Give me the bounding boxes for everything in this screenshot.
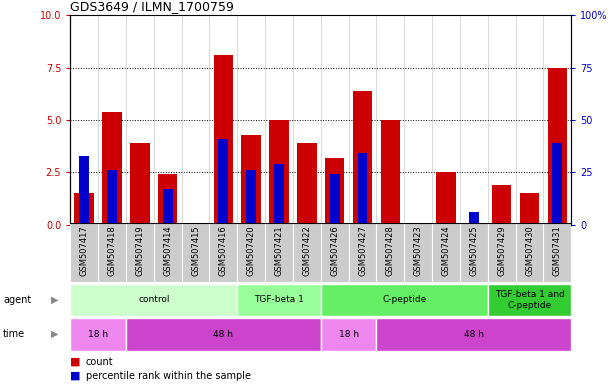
Bar	[321, 223, 349, 282]
Bar	[102, 112, 122, 225]
Text: GSM507423: GSM507423	[414, 226, 423, 276]
Text: ▶: ▶	[51, 295, 59, 305]
Bar	[520, 193, 540, 225]
Bar	[552, 143, 562, 225]
Text: TGF-beta 1: TGF-beta 1	[254, 295, 304, 305]
Bar	[293, 223, 321, 282]
Text: ■: ■	[70, 357, 81, 367]
Text: TGF-beta 1 and
C-peptide: TGF-beta 1 and C-peptide	[495, 290, 565, 310]
Bar	[237, 284, 321, 316]
Text: GSM507416: GSM507416	[219, 226, 228, 276]
Bar	[158, 174, 177, 225]
Bar	[219, 139, 229, 225]
Bar	[297, 143, 316, 225]
Bar	[107, 170, 117, 225]
Bar	[436, 172, 456, 225]
Text: GSM507415: GSM507415	[191, 226, 200, 276]
Text: GSM507418: GSM507418	[108, 226, 117, 276]
Text: time: time	[3, 329, 25, 339]
Bar	[321, 318, 376, 351]
Text: GSM507425: GSM507425	[469, 226, 478, 276]
Text: GSM507424: GSM507424	[442, 226, 450, 276]
Bar	[269, 120, 289, 225]
Text: GSM507429: GSM507429	[497, 226, 506, 276]
Text: percentile rank within the sample: percentile rank within the sample	[86, 371, 251, 381]
Bar	[353, 91, 372, 225]
Text: 18 h: 18 h	[88, 330, 108, 339]
Text: GSM507420: GSM507420	[247, 226, 255, 276]
Bar	[70, 318, 126, 351]
Bar	[70, 284, 237, 316]
Text: agent: agent	[3, 295, 31, 305]
Bar	[214, 55, 233, 225]
Bar	[516, 223, 543, 282]
Bar	[246, 170, 256, 225]
Text: 48 h: 48 h	[213, 330, 233, 339]
Bar	[349, 223, 376, 282]
Text: C-peptide: C-peptide	[382, 295, 426, 305]
Bar	[543, 223, 571, 282]
Text: GSM507421: GSM507421	[274, 226, 284, 276]
Bar	[241, 135, 261, 225]
Text: GSM507427: GSM507427	[358, 226, 367, 276]
Text: GDS3649 / ILMN_1700759: GDS3649 / ILMN_1700759	[70, 0, 234, 13]
Bar	[265, 223, 293, 282]
Text: GSM507430: GSM507430	[525, 226, 534, 276]
Bar	[274, 164, 284, 225]
Bar	[154, 223, 181, 282]
Bar	[70, 223, 98, 282]
Bar	[488, 223, 516, 282]
Bar	[432, 223, 460, 282]
Bar	[98, 223, 126, 282]
Text: control: control	[138, 295, 169, 305]
Bar	[460, 223, 488, 282]
Bar	[330, 174, 340, 225]
Bar	[547, 68, 567, 225]
Text: ▶: ▶	[51, 329, 59, 339]
Text: GSM507422: GSM507422	[302, 226, 312, 276]
Bar	[181, 223, 210, 282]
Bar	[130, 143, 150, 225]
Text: GSM507431: GSM507431	[553, 226, 562, 276]
Bar	[321, 284, 488, 316]
Bar	[492, 185, 511, 225]
Text: GSM507417: GSM507417	[79, 226, 89, 276]
Text: GSM507428: GSM507428	[386, 226, 395, 276]
Text: GSM507426: GSM507426	[330, 226, 339, 276]
Bar	[469, 212, 479, 225]
Bar	[357, 154, 367, 225]
Bar	[376, 223, 404, 282]
Bar	[404, 223, 432, 282]
Bar	[237, 223, 265, 282]
Bar	[210, 223, 237, 282]
Text: ■: ■	[70, 371, 81, 381]
Text: 18 h: 18 h	[338, 330, 359, 339]
Text: GSM507414: GSM507414	[163, 226, 172, 276]
Bar	[79, 156, 89, 225]
Text: 48 h: 48 h	[464, 330, 484, 339]
Bar	[381, 120, 400, 225]
Bar	[163, 189, 172, 225]
Bar	[325, 158, 345, 225]
Bar	[488, 284, 571, 316]
Bar	[126, 223, 154, 282]
Text: GSM507419: GSM507419	[136, 226, 144, 276]
Bar	[75, 193, 94, 225]
Bar	[126, 318, 321, 351]
Bar	[376, 318, 571, 351]
Text: count: count	[86, 357, 113, 367]
